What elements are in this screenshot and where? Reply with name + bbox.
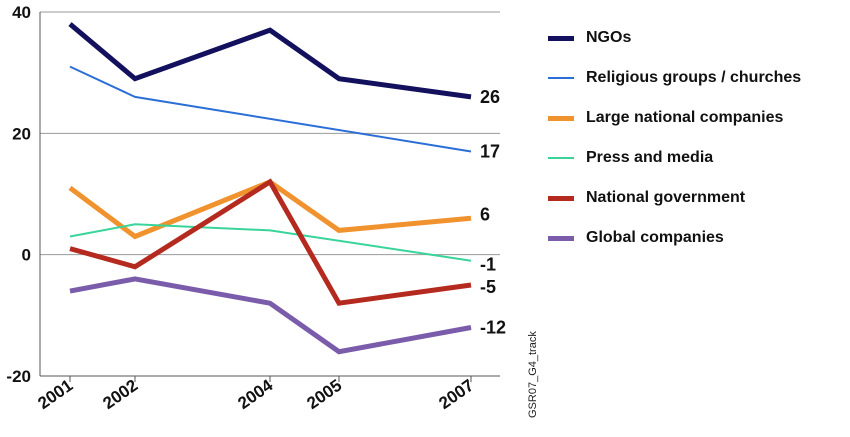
series-line-0 — [68, 22, 472, 100]
series-lines — [68, 22, 472, 355]
y-axis-tick-labels: 40 20 0 -20 — [6, 3, 31, 386]
series-end-label: 6 — [480, 204, 490, 224]
legend-item: Religious groups / churches — [548, 58, 801, 98]
series-end-label: -1 — [480, 255, 496, 275]
legend-item: Press and media — [548, 138, 801, 178]
series-end-label: -12 — [480, 317, 506, 337]
legend-label: Press and media — [586, 149, 714, 166]
legend-item: NGOs — [548, 18, 801, 58]
source-note: GSR07_G4_track — [527, 331, 539, 418]
legend-swatch — [548, 115, 574, 121]
legend-item: Global companies — [548, 218, 801, 258]
series-end-label: 26 — [480, 87, 500, 107]
y-tick-label: -20 — [6, 367, 31, 386]
y-tick-label: 0 — [22, 246, 31, 265]
legend-item: National government — [548, 178, 801, 218]
legend-item: Large national companies — [548, 98, 801, 138]
y-gridlines — [40, 11, 500, 256]
legend-swatch — [548, 157, 574, 159]
series-end-label: -5 — [480, 277, 496, 297]
legend-label: Large national companies — [586, 109, 784, 126]
legend-label: Global companies — [586, 229, 724, 246]
series-line-1 — [69, 65, 472, 153]
legend-swatch — [548, 235, 574, 241]
x-axis-ticks: 2001 2002 2004 2005 2007 — [34, 375, 477, 413]
legend-swatch — [548, 77, 574, 79]
series-line-4 — [69, 178, 472, 306]
series-end-labels: 26 17 6 -1-5 -12 — [480, 87, 506, 338]
y-tick-label: 20 — [12, 124, 31, 143]
legend-label: Religious groups / churches — [586, 69, 802, 86]
series-line-5 — [69, 276, 472, 355]
series-end-label: 17 — [480, 142, 500, 162]
y-tick-label: 40 — [12, 3, 31, 22]
series-line-3 — [69, 223, 472, 262]
legend-label: National government — [586, 189, 746, 206]
legend: NGOs Religious groups / churches Large nat… — [548, 18, 801, 258]
legend-label: NGOs — [586, 29, 632, 46]
legend-swatch — [548, 35, 574, 41]
series-line-2 — [68, 179, 472, 240]
legend-swatch — [548, 195, 574, 201]
